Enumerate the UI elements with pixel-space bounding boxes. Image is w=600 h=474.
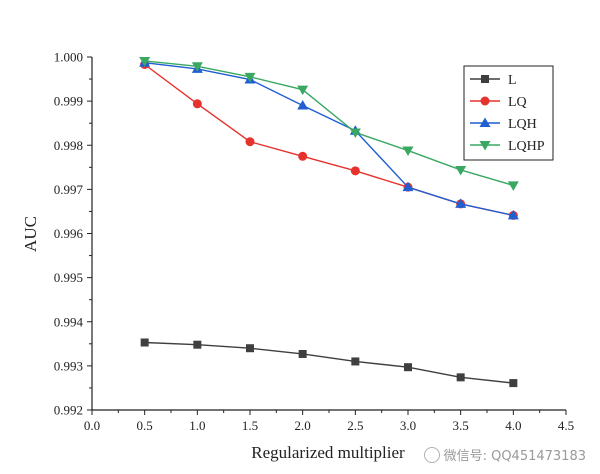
data-point-lqh: [455, 198, 467, 208]
y-tick-label: 0.995: [54, 270, 83, 285]
data-point-lqhp: [191, 62, 203, 72]
data-point-lqhp: [402, 146, 414, 157]
data-point-lqhp: [349, 128, 361, 138]
legend-marker-lqh: [479, 117, 491, 127]
legend-label-l: L: [508, 73, 517, 88]
data-point-l: [404, 363, 412, 372]
x-tick-label: 0.0: [84, 418, 100, 433]
x-tick-label: 4.0: [505, 418, 521, 433]
x-tick-label: 2.5: [347, 418, 363, 433]
x-tick-label: 4.5: [558, 418, 574, 433]
watermark-text: 微信号: QQ451473183: [443, 449, 586, 464]
legend-label-lqh: LQH: [508, 117, 537, 132]
y-tick-label: 0.993: [54, 358, 83, 373]
y-tick-label: 0.998: [54, 138, 83, 153]
series-line-lqh: [144, 62, 514, 217]
x-tick-label: 2.0: [295, 418, 311, 433]
x-tick-label: 1.0: [189, 418, 205, 433]
y-axis-title: AUC: [21, 216, 40, 252]
data-point-l: [351, 357, 360, 366]
legend-label-lq: LQ: [508, 95, 527, 110]
data-point-l: [140, 338, 149, 347]
data-point-lq: [298, 151, 308, 161]
legend: L LQ LQH LQHP: [463, 65, 554, 161]
y-tick-label: 0.994: [54, 314, 84, 329]
data-point-lqh: [507, 209, 519, 220]
data-point-lqhp: [139, 56, 151, 67]
axes: 0.0 0.5 1.0 1.5 2.0 2.5 3.0 3.5 4.0 4.5 0.992 0.993…: [54, 50, 574, 434]
y-tick-label: 1.000: [54, 50, 83, 65]
data-point-lqh: [297, 100, 309, 110]
series-line-lqhp: [144, 60, 514, 187]
x-tick-label: 0.5: [137, 418, 153, 433]
data-point-l: [246, 344, 254, 353]
data-point-l: [509, 379, 518, 388]
data-point-lqhp: [455, 165, 467, 176]
x-axis-title: Regularized multiplier: [251, 443, 405, 462]
data-point-lq: [192, 99, 202, 109]
x-tick-label: 3.5: [453, 418, 469, 433]
data-point-lq: [245, 137, 255, 147]
x-tick-label: 1.5: [242, 418, 258, 433]
legend-label-lqhp: LQHP: [508, 139, 545, 154]
series-line-l: [144, 341, 514, 384]
series-l: [140, 338, 518, 388]
x-tick-label: 3.0: [400, 418, 416, 433]
series-lqhp: [139, 56, 519, 191]
legend-marker-lqhp: [479, 141, 491, 151]
y-tick-label: 0.996: [54, 226, 84, 241]
data-point-lqhp: [297, 85, 309, 96]
wechat-icon: [423, 447, 440, 463]
data-point-l: [193, 340, 202, 349]
legend-marker-l: [481, 75, 489, 83]
watermark: 微信号: QQ451473183: [423, 445, 586, 464]
data-point-lqh: [402, 181, 414, 192]
series-lqh: [139, 57, 519, 220]
legend-marker-lq: [480, 96, 490, 106]
data-point-lq: [350, 166, 360, 176]
y-tick-label: 0.999: [54, 94, 83, 109]
y-tick-label: 0.992: [54, 403, 83, 418]
series-lq: [140, 60, 518, 220]
data-point-l: [456, 373, 465, 382]
y-tick-label: 0.997: [54, 182, 84, 197]
series-layer: [139, 56, 519, 388]
data-point-lqhp: [507, 181, 519, 191]
series-line-lq: [144, 63, 514, 217]
data-point-lqhp: [244, 72, 256, 83]
data-point-l: [298, 349, 307, 358]
